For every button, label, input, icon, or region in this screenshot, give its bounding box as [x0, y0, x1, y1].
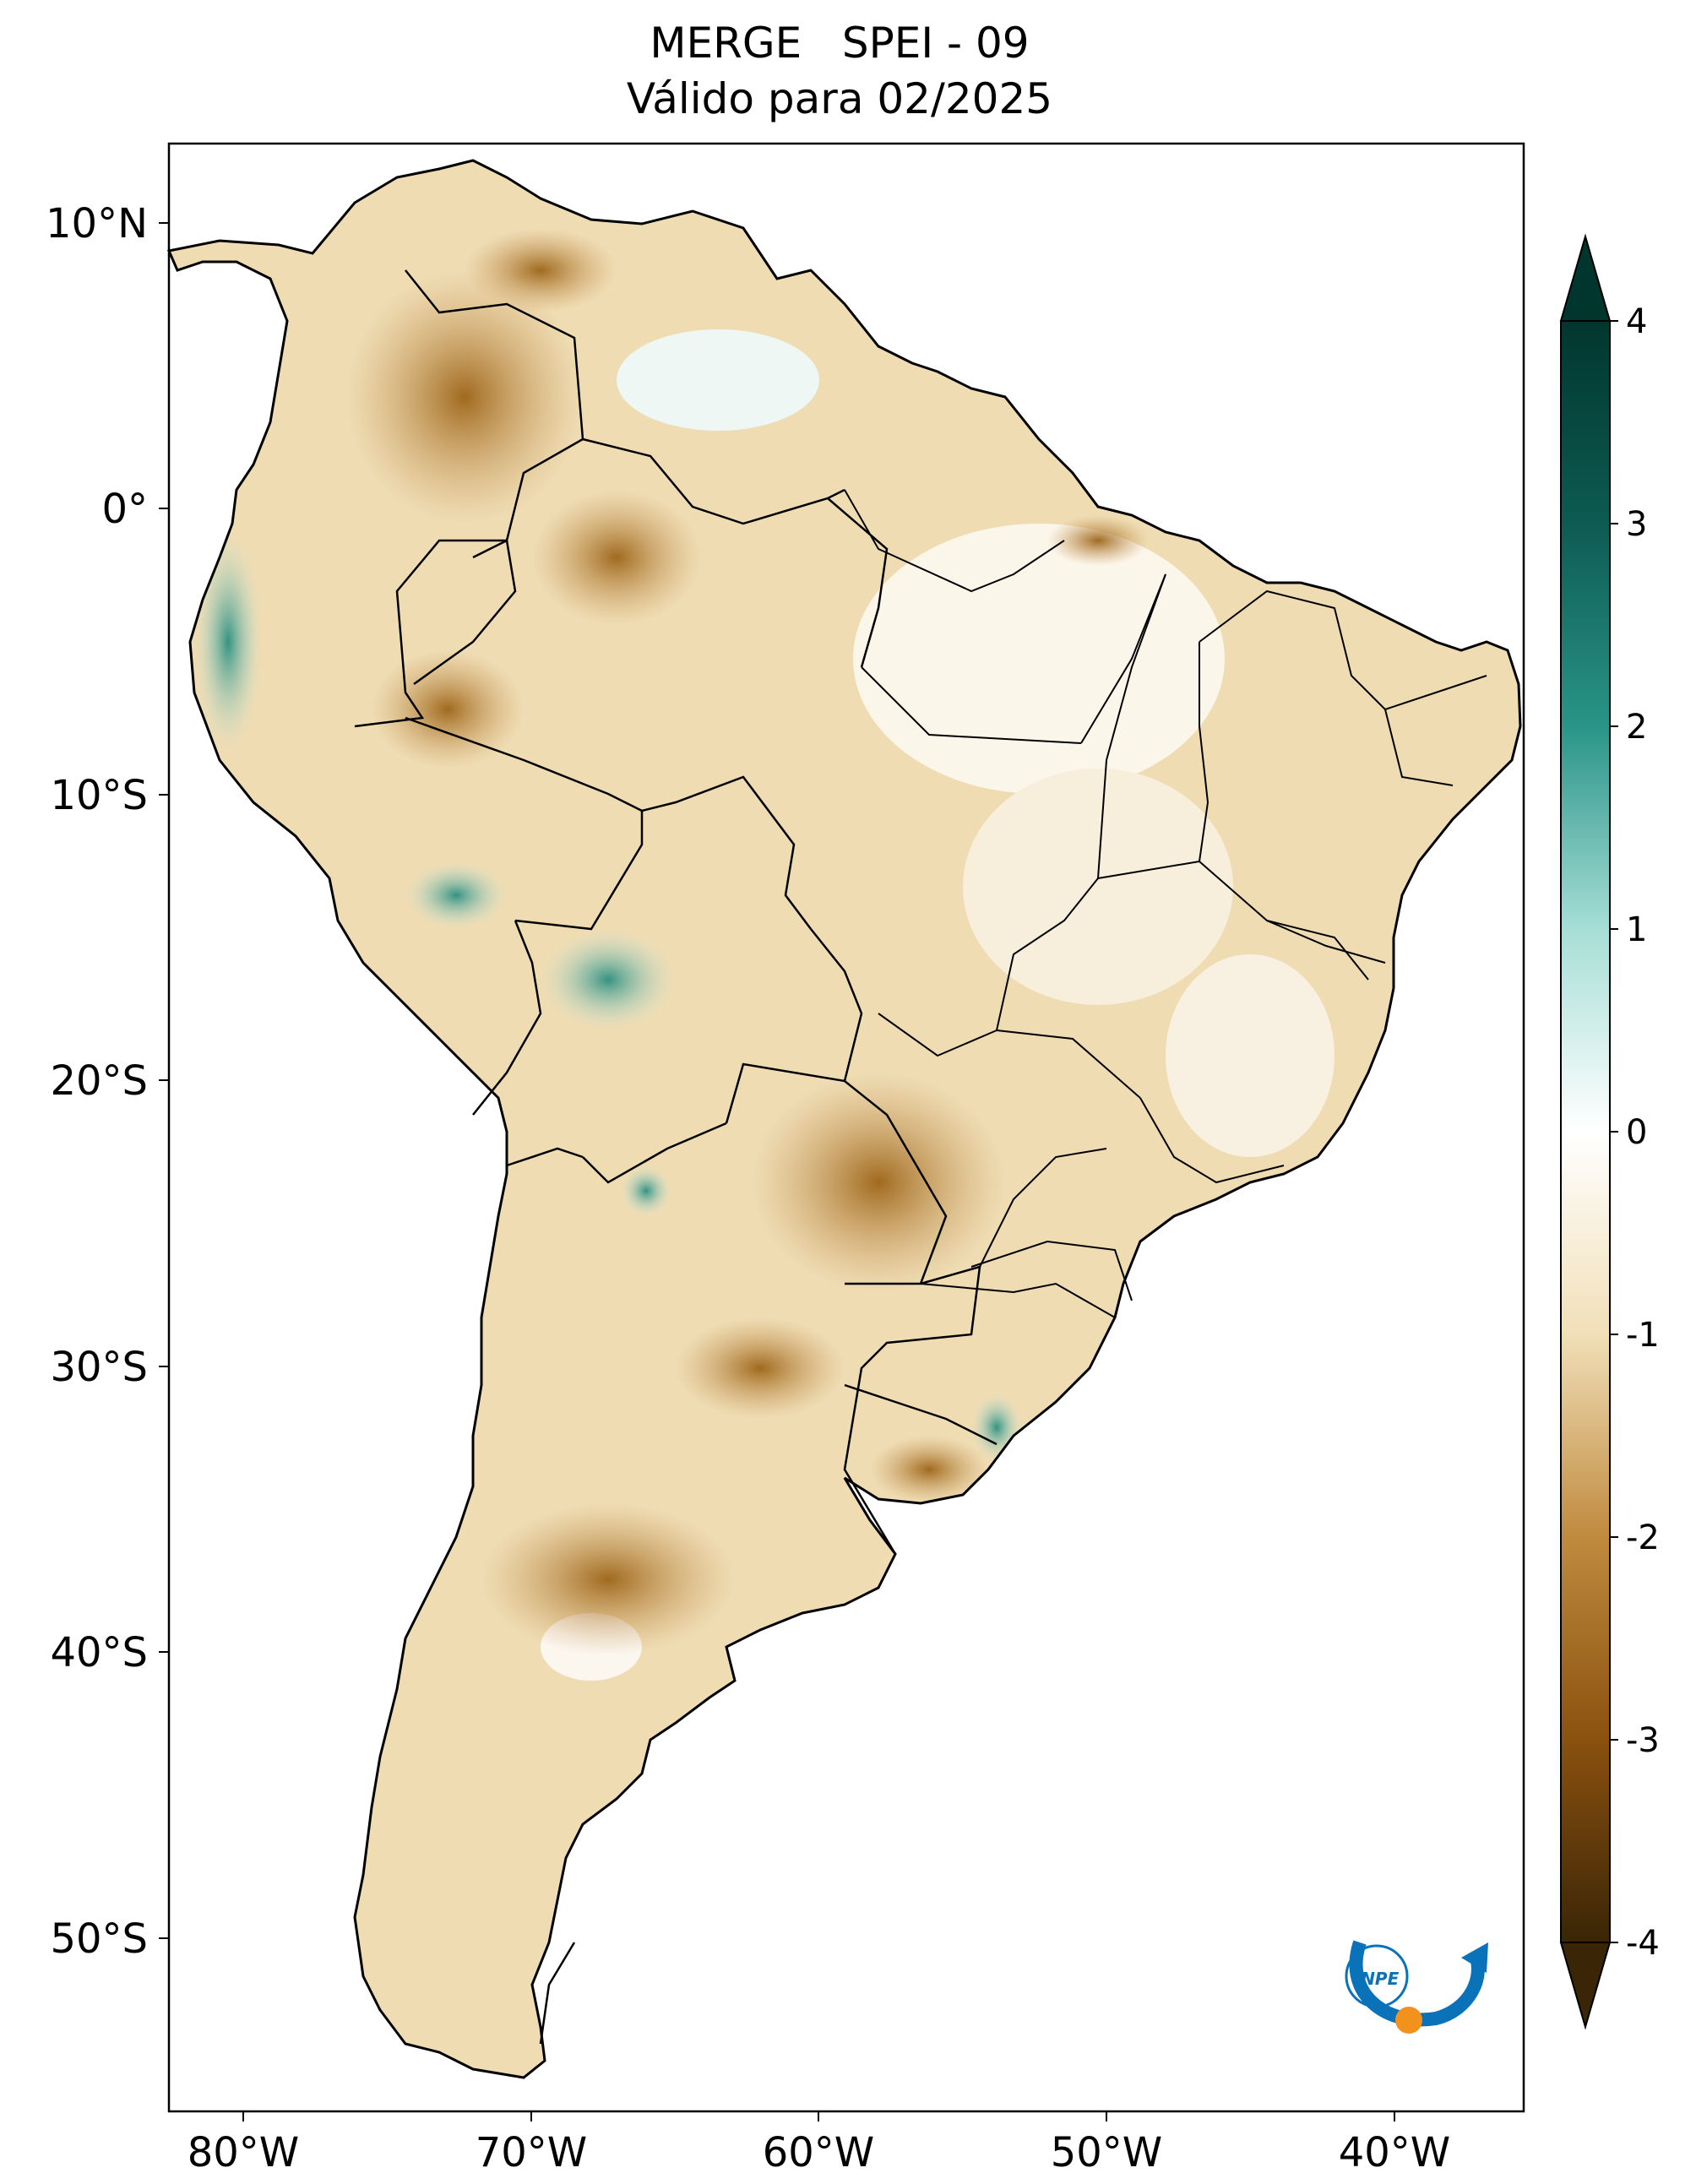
colorbar-tick-label: 3 [1626, 505, 1647, 544]
lon-tick-label: 60°W [763, 2129, 875, 2176]
colorbar-tick-label: -4 [1626, 1924, 1660, 1963]
lat-tick-label: 10°S [50, 772, 148, 819]
colorbar-max-extend [1559, 233, 1612, 322]
lat-tick-label: 0° [101, 486, 148, 533]
colorbar-tick-label: 0 [1626, 1113, 1647, 1152]
lat-tick-label: 40°S [50, 1629, 148, 1676]
lon-tick-label: 40°W [1339, 2129, 1451, 2176]
colorbar-tick-label: 1 [1626, 910, 1647, 949]
colorbar-gradient [1560, 320, 1611, 1943]
map-subtitle: Válido para 02/2025 [626, 74, 1053, 123]
lon-axis: 80°W 70°W 60°W 50°W 40°W [188, 2111, 1451, 2176]
lat-tick-label: 30°S [50, 1344, 148, 1391]
colorbar: 4 3 2 1 0 -1 -2 -3 -4 [1559, 233, 1660, 2030]
inpe-logo-icon: INPE [1345, 1940, 1488, 2034]
colorbar-tick-label: -2 [1626, 1518, 1660, 1557]
lon-tick-label: 80°W [188, 2129, 300, 2176]
colorbar-tick-label: -3 [1626, 1721, 1660, 1760]
colorbar-tick-label: 4 [1626, 302, 1647, 341]
lon-tick-label: 50°W [1051, 2129, 1163, 2176]
colorbar-tick-label: -1 [1626, 1316, 1660, 1355]
country-borders [354, 269, 997, 2045]
lat-tick-label: 20°S [50, 1057, 148, 1105]
colorbar-tick-label: 2 [1626, 708, 1647, 747]
state-borders [844, 489, 1487, 1318]
lat-tick-label: 10°N [46, 200, 148, 247]
map-title: MERGE SPEI - 09 [650, 19, 1030, 68]
lat-axis: 10°N 0° 10°S 20°S 30°S 40°S 50°S [46, 200, 169, 1963]
lon-tick-label: 70°W [476, 2129, 588, 2176]
colorbar-min-extend [1559, 1942, 1612, 2030]
logo-text: INPE [1355, 1969, 1400, 1989]
lat-tick-label: 50°S [50, 1915, 148, 1963]
